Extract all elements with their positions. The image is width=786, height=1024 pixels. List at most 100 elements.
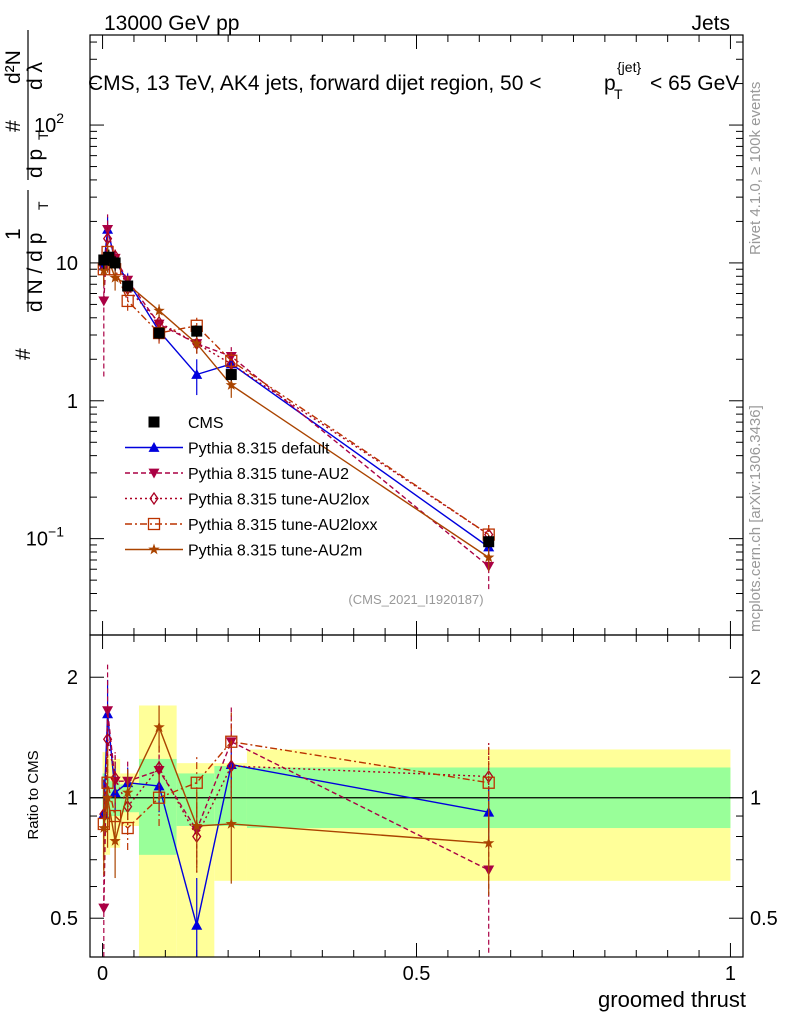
main-panel: 10−1 1 10 102 (26, 34, 744, 636)
data-point (121, 294, 134, 308)
ratio-y-tick-label: 1 (67, 788, 78, 810)
ratio-y-tick-label: 2 (67, 667, 78, 689)
series-line (103, 739, 489, 839)
legend-label: Pythia 8.315 tune-AU2lox (188, 492, 369, 509)
data-point (122, 280, 134, 292)
ratio-axis-ticks: 0.5 0.5 1 1 2 2 0 0.5 1 (50, 635, 778, 985)
data-point (98, 296, 110, 307)
legend-item-cms: CMS (148, 415, 224, 432)
data-point (154, 760, 164, 775)
ratio-y-tick-label-right: 0.5 (750, 908, 778, 930)
title-suffix: < 65 GeV (650, 72, 739, 95)
y-label-d2n: d²N (2, 50, 25, 84)
x-axis-label: groomed thrust (598, 987, 746, 1012)
ratio-y-tick-label-right: 1 (750, 788, 761, 810)
main-axis-ticks: 10−1 1 10 102 (26, 35, 743, 636)
data-point (122, 786, 134, 798)
y-tick-label: 10 (56, 253, 78, 275)
ratio-panel: 0.5 0.5 1 1 2 2 0 0.5 1 (50, 634, 778, 985)
ratio-frame (89, 634, 744, 958)
data-point (225, 354, 238, 367)
y-label-dpt: d p (24, 149, 47, 178)
legend-label: CMS (188, 415, 224, 432)
jets-label: Jets (691, 12, 730, 35)
data-point (225, 817, 237, 829)
y-axis-label: # 1 d N / d p T # d²N d p T d λ (2, 30, 51, 360)
main-series-group (97, 214, 495, 590)
rivet-version-label: Rivet 4.1.0, ≥ 100k events (747, 82, 764, 255)
y-label-one: 1 (2, 228, 25, 240)
data-point (109, 834, 121, 846)
x-tick-label: 0.5 (403, 963, 431, 985)
data-point (101, 791, 114, 803)
legend-marker (148, 468, 160, 479)
y-label-hash1: # (12, 348, 35, 360)
data-point (483, 536, 495, 548)
data-point (98, 903, 110, 914)
legend-item-pythia-8-315-tune-au2m: Pythia 8.315 tune-AU2m (125, 543, 362, 560)
x-tick-label: 1 (725, 963, 736, 985)
data-point (483, 837, 495, 848)
mcplots-label: mcplots.cern.ch [arXiv:1306.3436] (747, 405, 764, 632)
title-sub: T (614, 86, 623, 102)
data-point (225, 369, 237, 381)
data-point (121, 821, 134, 835)
data-point (109, 257, 121, 269)
series-line (103, 713, 489, 926)
series-line (103, 236, 490, 536)
data-point (102, 706, 114, 717)
data-point (98, 822, 110, 833)
ratio-uncertainty-bands (90, 705, 743, 957)
legend-marker (149, 491, 159, 506)
legend-label: Pythia 8.315 tune-AU2 (188, 466, 349, 483)
data-point (225, 735, 238, 748)
legend-marker (148, 442, 160, 452)
data-point (191, 325, 203, 337)
data-point (153, 721, 165, 733)
data-point (110, 771, 120, 785)
ratio-y-tick-label-right: 2 (750, 667, 761, 689)
y-label-hash2: # (2, 120, 25, 132)
data-point (153, 304, 165, 316)
data-point (225, 379, 237, 390)
legend-item-pythia-8-315-default: Pythia 8.315 default (125, 441, 330, 458)
inner-uncertainty-band (214, 766, 247, 826)
data-point (103, 251, 115, 263)
data-point (153, 327, 165, 339)
legend-item-pythia-8-315-tune-au2: Pythia 8.315 tune-AU2 (125, 466, 349, 483)
legend-item-pythia-8-315-tune-au2lox: Pythia 8.315 tune-AU2lox (125, 492, 369, 509)
data-point (102, 732, 113, 746)
data-point (483, 551, 495, 563)
legend-item-pythia-8-315-tune-au2loxx: Pythia 8.315 tune-AU2loxx (125, 517, 377, 534)
data-point (102, 225, 114, 235)
data-point (191, 337, 203, 349)
ratio-y-tick-label: 0.5 (50, 908, 78, 930)
title-sup: {jet} (617, 59, 641, 75)
data-point (109, 271, 121, 283)
y-tick-label: 102 (34, 110, 64, 137)
data-point (225, 351, 237, 362)
title-prefix: CMS, 13 TeV, AK4 jets, forward dijet reg… (88, 72, 542, 95)
data-point (190, 776, 203, 789)
y-tick-label: 10−1 (26, 524, 64, 551)
plot-title: CMS, 13 TeV, AK4 jets, forward dijet reg… (88, 59, 739, 102)
y-label-dpt-sub: T (35, 131, 51, 140)
legend-label: Pythia 8.315 tune-AU2m (188, 543, 362, 560)
legend-marker (148, 416, 160, 428)
series-line (103, 725, 489, 844)
y-label-dn-sub: T (35, 201, 51, 210)
data-point (482, 776, 495, 789)
legend: CMS Pythia 8.315 default Pythia 8.315 tune… (125, 415, 377, 560)
ratio-series-group (97, 664, 495, 957)
legend-label: Pythia 8.315 tune-AU2loxx (188, 517, 377, 534)
x-tick-label: 0 (97, 963, 108, 985)
data-point (152, 791, 166, 804)
ratio-y-label: Ratio to CMS (25, 750, 42, 839)
series-line (103, 254, 490, 559)
legend-label: Pythia 8.315 default (188, 441, 330, 458)
legend-marker (148, 543, 160, 555)
analysis-reference: (CMS_2021_I1920187) (348, 592, 483, 607)
energy-label: 13000 GeV pp (104, 12, 239, 35)
series-pythia-8-315-tune-au2m (98, 705, 495, 896)
